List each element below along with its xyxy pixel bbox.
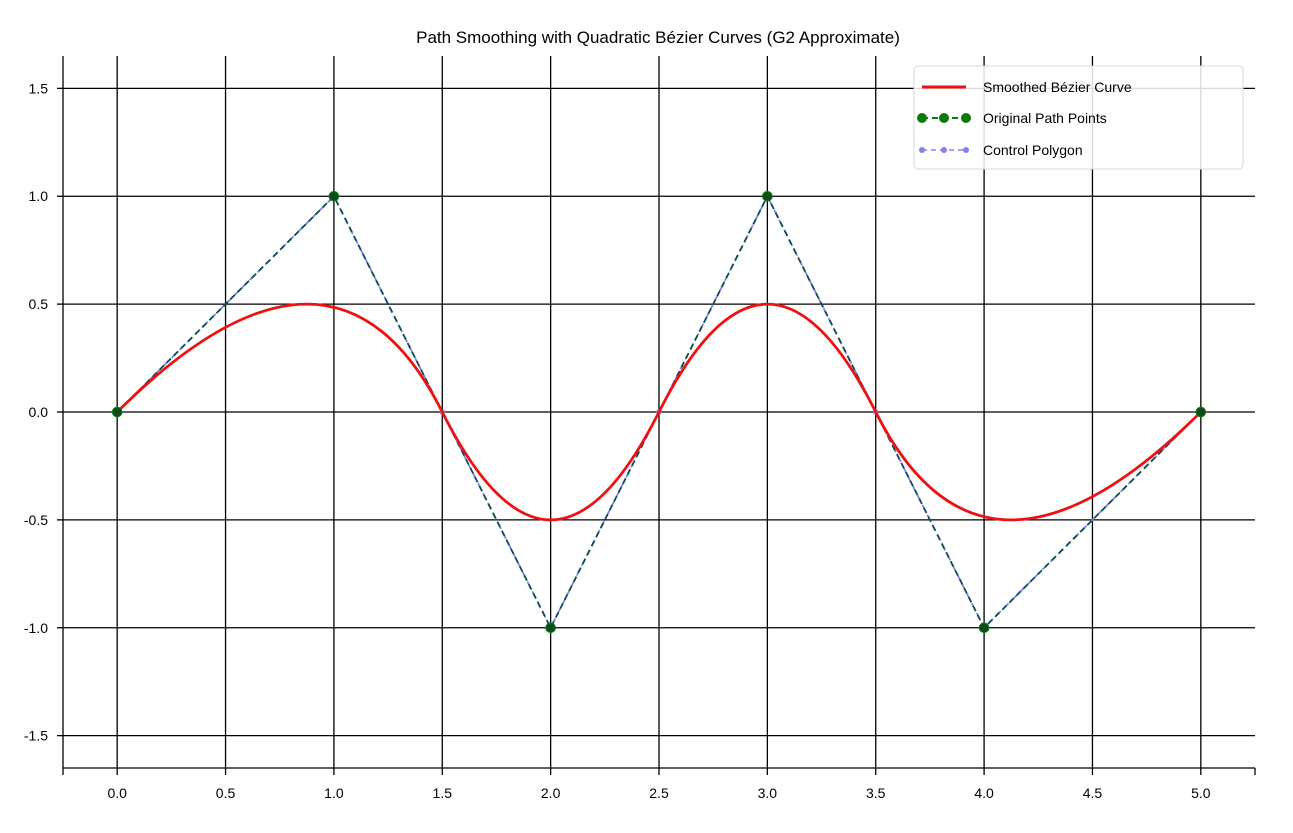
- x-tick-label: 0.0: [107, 785, 127, 801]
- axes: 1.5 1.0 0.5 0.0 -0.5 -1.0 -1.5 0.0 0.5 1.0 1.5 2.0 2…: [24, 56, 1256, 801]
- legend-label: Control Polygon: [983, 142, 1083, 158]
- smoothed-bezier-curve: [116, 302, 1202, 522]
- legend-box: [913, 65, 1244, 170]
- legend-marker-control: [919, 147, 925, 153]
- original-path-point: [328, 190, 340, 202]
- y-tick-label: 1.5: [29, 80, 49, 96]
- original-path-point: [111, 406, 123, 418]
- x-tick-label: 3.0: [758, 785, 778, 801]
- x-tick-label: 4.0: [974, 785, 994, 801]
- y-tick-label: -1.5: [24, 728, 48, 744]
- original-path-point: [978, 622, 990, 634]
- legend-marker-control: [963, 147, 969, 153]
- y-tick-label: 0.5: [29, 296, 49, 312]
- x-tick-label: 1.5: [433, 785, 453, 801]
- chart-title: Path Smoothing with Quadratic Bézier Cur…: [416, 28, 900, 47]
- plot-area: [111, 190, 1207, 634]
- y-tick-label: 1.0: [29, 188, 49, 204]
- y-tick-label: -1.0: [24, 620, 48, 636]
- original-path-point: [545, 622, 556, 634]
- x-tick-label: 4.5: [1083, 785, 1103, 801]
- original-path-point: [1195, 406, 1207, 418]
- grid: [63, 56, 1255, 768]
- legend-label: Original Path Points: [983, 110, 1107, 126]
- legend-marker-original: [961, 113, 971, 123]
- x-tick-label: 2.0: [541, 785, 561, 801]
- legend-label: Smoothed Bézier Curve: [983, 79, 1132, 95]
- legend-marker-original: [917, 113, 927, 123]
- x-tick-label: 2.5: [649, 785, 669, 801]
- original-path-point: [762, 190, 773, 202]
- y-tick-label: -0.5: [24, 512, 48, 528]
- x-tick-label: 3.5: [866, 785, 886, 801]
- legend-marker-control: [941, 147, 947, 153]
- legend: Smoothed Bézier Curve Original Path Point…: [913, 65, 1244, 170]
- x-tick-label: 1.0: [324, 785, 344, 801]
- x-tick-label: 0.5: [216, 785, 236, 801]
- x-tick-label: 5.0: [1191, 785, 1211, 801]
- legend-marker-original: [939, 113, 949, 123]
- y-tick-label: 0.0: [29, 404, 49, 420]
